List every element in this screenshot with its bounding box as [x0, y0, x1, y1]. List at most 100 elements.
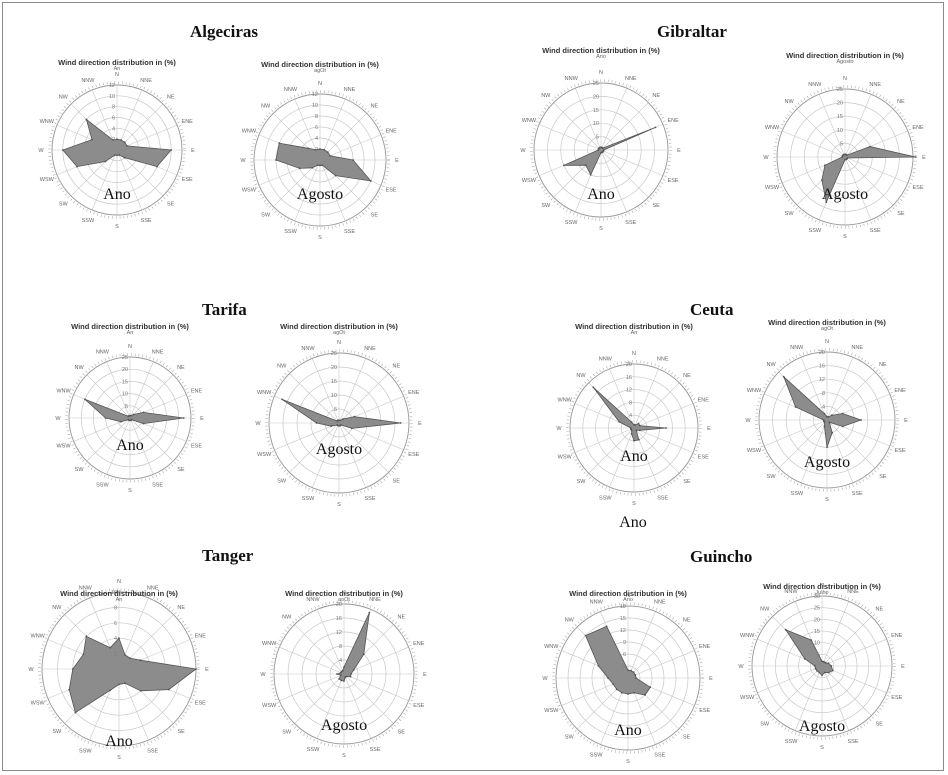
grid-spoke	[796, 108, 846, 158]
direction-label-ene: ENE	[182, 119, 194, 125]
data-point-sse	[344, 676, 347, 679]
chart-title-tanger-agosto: Wind direction distribution in (%)	[285, 589, 403, 598]
data-point-wsw	[563, 164, 565, 167]
direction-label-ese: ESE	[699, 708, 710, 714]
wind-rose-tarifa-ano: 5 10 15 20 25N NNE NE ENE E ESE SE SSE S SSW SW WSW W WNW…	[55, 344, 204, 494]
grid-spoke	[757, 665, 823, 694]
direction-label-nw: NW	[59, 94, 69, 100]
outer-ring-ticks	[250, 90, 390, 230]
data-point-wsw	[120, 420, 122, 423]
chart-subtitle-tanger-ano: An	[115, 597, 123, 603]
radial-tick-label: 20	[336, 602, 342, 608]
radial-tick-label: 10	[814, 641, 820, 647]
chart-subtitle-ceuta-ano: An	[630, 330, 638, 336]
direction-label-ssw: SSW	[307, 747, 320, 753]
direction-label-wnw: WNW	[56, 388, 71, 394]
direction-label-nnw: NNW	[790, 345, 804, 351]
direction-label-sw: SW	[261, 212, 271, 218]
data-point-nnw	[337, 419, 339, 422]
direction-label-ene: ENE	[891, 633, 903, 639]
data-point-ssw	[589, 173, 592, 176]
grid-spoke	[338, 422, 367, 488]
data-point-nnw	[341, 669, 344, 672]
direction-label-wnw: WNW	[242, 129, 257, 135]
chart-subtitle-gibraltar-ano: Ano	[596, 54, 606, 60]
radial-tick-label: 25	[593, 81, 599, 87]
direction-label-wsw: WSW	[56, 444, 71, 450]
outer-ring-ticks	[270, 600, 418, 748]
grid-spoke	[106, 361, 131, 419]
chart-subtitle-ceuta-agosto: agOt	[821, 326, 833, 332]
data-area-ceuta-agosto	[783, 376, 863, 448]
direction-label-n: N	[115, 72, 119, 78]
data-point-ene	[841, 412, 844, 415]
direction-label-sse: SSE	[141, 218, 152, 224]
direction-label-n: N	[825, 339, 829, 345]
data-point-nne	[124, 653, 126, 656]
direction-label-se: SE	[177, 467, 185, 473]
data-point-e	[914, 156, 917, 158]
grid-spoke	[818, 94, 846, 158]
direction-label-ssw: SSW	[284, 229, 297, 235]
radial-tick-label: 5	[840, 141, 843, 147]
outer-ring-ticks	[65, 353, 195, 483]
direction-label-ssw: SSW	[302, 496, 315, 502]
direction-label-se: SE	[876, 721, 884, 727]
data-point-ene	[352, 669, 355, 671]
data-point-ese	[369, 180, 372, 182]
data-point-ne	[326, 151, 329, 154]
grid-spoke	[633, 368, 659, 429]
direction-label-ssw: SSW	[79, 748, 92, 754]
direction-label-ne: NE	[177, 605, 185, 611]
data-point-wsw	[339, 674, 342, 677]
direction-label-sse: SSE	[364, 496, 375, 502]
grid-spoke	[86, 417, 131, 462]
data-point-se	[828, 421, 831, 424]
data-point-ene	[827, 662, 830, 665]
direction-label-wnw: WNW	[262, 641, 277, 647]
radial-tick-label: 8	[339, 644, 342, 650]
data-point-wsw	[330, 425, 333, 428]
radial-tick-label: 6	[112, 116, 115, 122]
direction-label-ne: NE	[167, 94, 175, 100]
radial-tick-label: 15	[814, 629, 820, 635]
grid-spoke	[609, 427, 635, 488]
period-label-tarifa-agosto: Agosto	[315, 441, 363, 458]
direction-label-e: E	[205, 667, 209, 673]
data-point-ese	[639, 429, 641, 432]
outer-ring	[555, 605, 701, 751]
direction-label-s: S	[843, 234, 847, 240]
direction-label-w: W	[738, 664, 744, 670]
data-point-s	[319, 164, 321, 167]
direction-label-wsw: WSW	[522, 178, 537, 184]
data-point-ne	[824, 661, 827, 664]
grid-spoke	[338, 358, 367, 424]
grid-spoke	[538, 124, 602, 151]
direction-label-ese: ESE	[191, 444, 202, 450]
direction-label-sse: SSE	[847, 739, 858, 745]
data-point-e	[635, 677, 637, 679]
data-point-w	[814, 665, 816, 667]
data-point-sw	[615, 688, 618, 691]
grid-spoke	[844, 156, 872, 220]
direction-label-ese: ESE	[182, 177, 193, 183]
chart-subtitle-tanger-agosto: aoOt	[338, 597, 350, 603]
outer-ring	[51, 84, 183, 216]
data-point-e	[195, 668, 197, 670]
direction-label-n: N	[599, 70, 603, 76]
grid-spoke	[106, 417, 131, 475]
direction-label-n: N	[632, 351, 636, 357]
data-point-ne	[846, 154, 848, 157]
data-point-se	[644, 694, 646, 696]
direction-label-ssw: SSW	[96, 483, 109, 489]
direction-label-nne: NNE	[657, 357, 669, 363]
direction-label-wnw: WNW	[558, 397, 573, 403]
data-point-wnw	[91, 138, 93, 141]
outer-ring-ticks	[566, 360, 702, 496]
radial-tick-label: 25	[837, 87, 843, 93]
direction-label-ne: NE	[397, 615, 405, 621]
data-point-se	[827, 671, 830, 674]
chart-title-algeciras-ano: Wind direction distribution in (%)	[58, 58, 176, 67]
data-point-wsw	[76, 165, 78, 168]
direction-label-se: SE	[398, 729, 406, 735]
